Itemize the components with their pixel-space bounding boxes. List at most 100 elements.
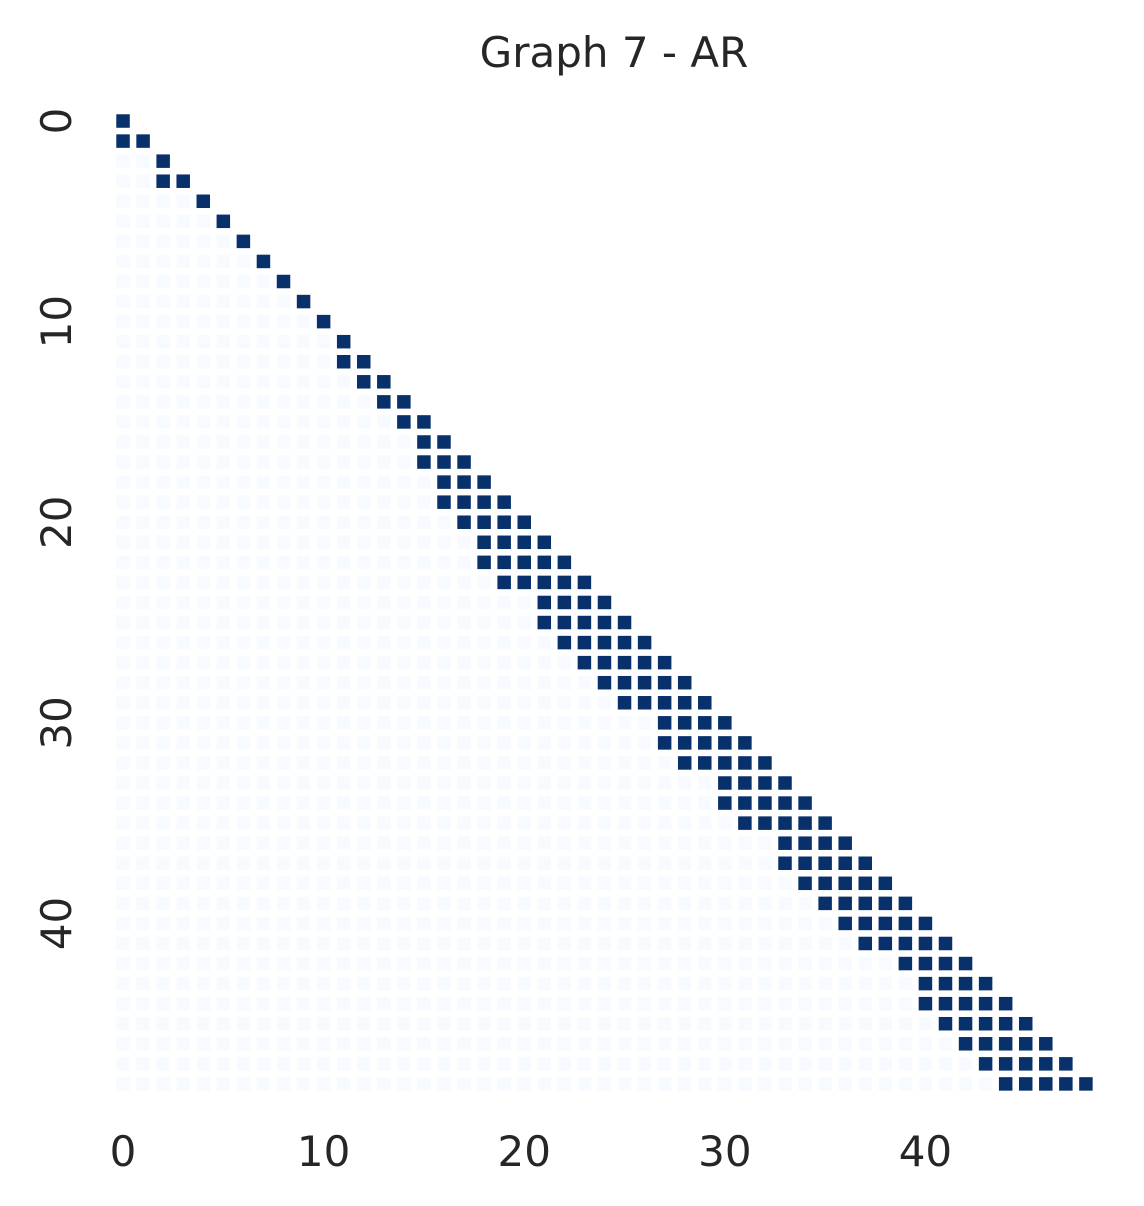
heatmap-cell [858,1016,872,1031]
heatmap-cell [236,435,251,449]
heatmap-cell [577,876,592,891]
heatmap-cell [176,716,190,730]
heatmap-cell [1059,1077,1073,1091]
heatmap-cell [597,736,612,750]
heatmap-cell [597,976,612,991]
heatmap-cell [397,876,411,891]
heatmap-cell [477,696,491,710]
heatmap-cell [577,856,592,870]
heatmap-cell [577,996,592,1011]
heatmap-cell [457,595,471,610]
heatmap-cell [296,836,311,850]
heatmap-cell [357,756,371,770]
heatmap-cell [417,936,431,951]
heatmap-cell [176,314,190,329]
heatmap-cell [698,756,712,770]
heatmap-cell [958,956,973,971]
heatmap-cell [477,1057,491,1071]
heatmap-cell [718,856,732,870]
heatmap-cell [437,756,451,770]
heatmap-cell [136,515,150,529]
heatmap-cell [958,996,973,1011]
heatmap-cell [637,976,652,991]
heatmap-cell [156,1016,170,1031]
heatmap-cell [316,334,331,349]
heatmap-cell [838,1016,852,1031]
heatmap-cell [617,836,632,850]
x-tick-label: 0 [110,1127,137,1176]
heatmap-cell [176,1016,190,1031]
heatmap-cell [477,916,491,931]
heatmap-cell [838,916,852,931]
heatmap-cell [417,976,431,991]
heatmap-cell [417,595,431,610]
heatmap-cell [477,1077,491,1091]
heatmap-cell [477,575,491,590]
heatmap-cell [377,495,391,509]
heatmap-cell [256,314,271,329]
heatmap-cell [256,716,271,730]
heatmap-cell [497,996,511,1011]
heatmap-cell [136,194,150,209]
heatmap-cell [236,696,251,710]
heatmap-cell [116,355,130,369]
heatmap-cell [738,876,752,891]
heatmap-cell [336,836,351,850]
heatmap-cell [256,756,271,770]
heatmap-cell [818,1077,832,1091]
heatmap-cell [637,996,652,1011]
heatmap-cell [517,696,531,710]
heatmap-cell [136,1037,150,1051]
heatmap-cell [357,495,371,509]
heatmap-cell [296,415,311,429]
heatmap-cell [557,896,572,911]
heatmap-cell [537,976,552,991]
heatmap-cell [136,314,150,329]
heatmap-cell [256,294,271,309]
heatmap-cell [657,716,672,730]
heatmap-cell [377,1057,391,1071]
heatmap-cell [517,575,531,590]
heatmap-cell [136,495,150,509]
heatmap-cell [477,976,491,991]
heatmap-cell [497,1037,511,1051]
heatmap-cell [798,1016,812,1031]
heatmap-cell [357,816,371,830]
heatmap-cell [136,856,150,870]
heatmap-cell [597,615,612,630]
heatmap-cell [457,836,471,850]
heatmap-cell [577,675,592,690]
heatmap-cell [236,675,251,690]
heatmap-cell [136,415,150,429]
heatmap-cell [698,796,712,810]
heatmap-cell [657,776,672,790]
heatmap-cell [637,856,652,870]
heatmap-cell [738,1037,752,1051]
heatmap-cell [316,876,331,891]
heatmap-cell [316,675,331,690]
heatmap-cell [798,1077,812,1091]
heatmap-cell [176,856,190,870]
heatmap-cell [537,816,552,830]
heatmap-cell [397,856,411,870]
heatmap-cell [557,1037,572,1051]
heatmap-cell [357,635,371,650]
heatmap-cell [477,996,491,1011]
heatmap-cell [417,736,431,750]
heatmap-cell [116,635,130,650]
heatmap-cell [336,976,351,991]
heatmap-cell [397,936,411,951]
heatmap-cell [296,956,311,971]
heatmap-cell [176,435,190,449]
heatmap-cell [537,1016,552,1031]
heatmap-cell [657,696,672,710]
heatmap-cell [758,796,772,810]
heatmap-cell [296,1057,311,1071]
heatmap-cell [256,355,271,369]
heatmap-cell [617,976,632,991]
y-tick-label: 30 [32,696,81,749]
heatmap-cell [477,635,491,650]
heatmap-cell [938,936,953,951]
heatmap-cell [577,796,592,810]
heatmap-cell [216,736,231,750]
